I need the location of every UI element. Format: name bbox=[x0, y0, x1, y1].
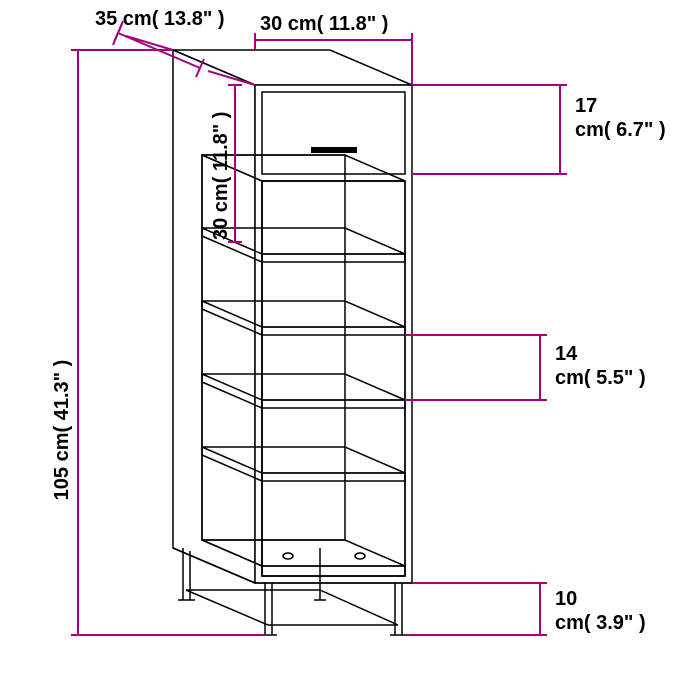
drawer-handle bbox=[311, 147, 357, 153]
label-front-gap: 30 cm( 11.8" ) bbox=[210, 112, 232, 240]
label-width: 30 cm( 11.8" ) bbox=[260, 13, 388, 35]
label-shelf: 14cm( 5.5" ) bbox=[555, 343, 646, 389]
label-legs: 10cm( 3.9" ) bbox=[555, 588, 646, 634]
cabinet-dimension-diagram: 35 cm( 13.8" ) 30 cm( 11.8" ) 105 cm( 41.3… bbox=[0, 0, 700, 700]
drawer-front bbox=[262, 92, 405, 174]
cabinet bbox=[173, 50, 412, 635]
label-drawer: 17cm( 6.7" ) bbox=[575, 95, 666, 141]
label-depth: 35 cm( 13.8" ) bbox=[95, 8, 225, 30]
label-height: 105 cm( 41.3" ) bbox=[51, 360, 73, 501]
